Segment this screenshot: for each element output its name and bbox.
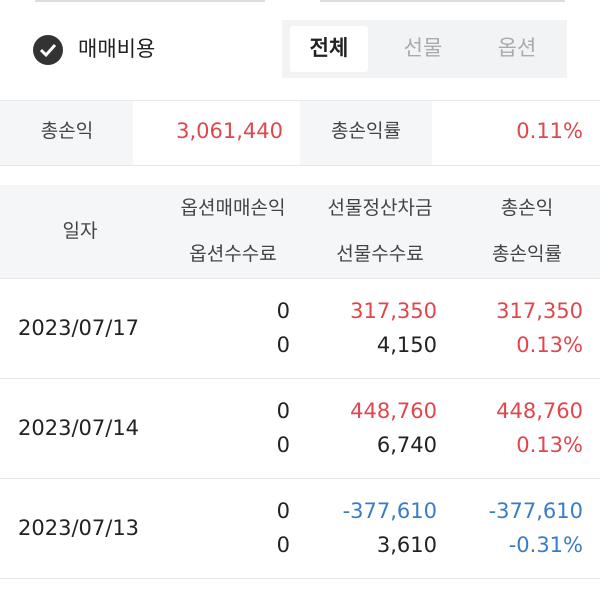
divider xyxy=(0,165,600,166)
cell-value: 0 xyxy=(276,433,290,457)
tab[interactable]: 전체 xyxy=(309,36,349,60)
checkbox-label[interactable]: 매매비용 xyxy=(78,37,156,61)
divider xyxy=(0,278,600,279)
cell-value: 0.13% xyxy=(516,433,583,457)
summary-value: 3,061,440 xyxy=(176,119,283,143)
summary-label: 총손익률 xyxy=(331,120,401,142)
cell-value: 0 xyxy=(276,533,290,557)
cell-value: -0.31% xyxy=(508,533,583,557)
cell-value: 317,350 xyxy=(496,299,583,323)
table-header xyxy=(0,185,600,278)
tab[interactable]: 옵션 xyxy=(497,36,537,60)
header-label: 일자 xyxy=(62,220,98,242)
divider xyxy=(0,578,600,579)
segment-selected[interactable] xyxy=(290,26,368,72)
header-label: 옵션매매손익 xyxy=(180,197,286,219)
cell-value: 4,150 xyxy=(376,333,437,357)
date: 2023/07/17 xyxy=(18,316,140,340)
checkbox[interactable] xyxy=(33,35,63,65)
summary-value: 0.11% xyxy=(516,119,583,143)
date: 2023/07/13 xyxy=(18,516,140,540)
cell-value: 0.13% xyxy=(516,333,583,357)
header-label: 선물정산차금 xyxy=(327,197,433,219)
summary-label: 총손익 xyxy=(40,120,94,142)
tab[interactable]: 선물 xyxy=(403,36,443,60)
header-label: 선물수수료 xyxy=(336,243,424,265)
cell-value: -377,610 xyxy=(342,499,437,523)
cell-value: 317,350 xyxy=(350,299,437,323)
cell-value: 0 xyxy=(276,499,290,523)
cell-value: 0 xyxy=(276,333,290,357)
cell-value: 6,740 xyxy=(376,433,437,457)
divider xyxy=(0,100,600,101)
summary-label-cell xyxy=(0,101,133,165)
cell-value: -377,610 xyxy=(488,499,583,523)
input-edge xyxy=(320,0,565,2)
cell-value: 448,760 xyxy=(496,399,583,423)
cell-value: 3,610 xyxy=(376,533,437,557)
cell-value: 448,760 xyxy=(350,399,437,423)
header-label: 총손익률 xyxy=(492,243,562,265)
divider xyxy=(0,378,600,379)
header-label: 옵션수수료 xyxy=(189,243,277,265)
cell-value: 0 xyxy=(276,399,290,423)
divider xyxy=(0,478,600,479)
summary-label-cell xyxy=(300,101,432,165)
cell-value: 0 xyxy=(276,299,290,323)
date: 2023/07/14 xyxy=(18,416,140,440)
header-label: 총손익 xyxy=(500,197,554,219)
input-edge xyxy=(35,0,265,2)
